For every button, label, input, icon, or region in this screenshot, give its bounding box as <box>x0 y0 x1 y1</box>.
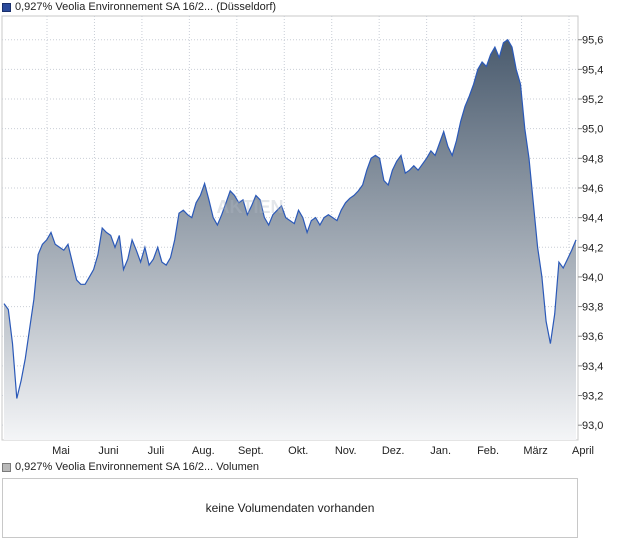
y-tick-label: 94,0 <box>582 272 603 284</box>
x-tick-label: Mai <box>52 445 70 457</box>
price-series-line <box>3 38 577 399</box>
y-tick-label: 93,0 <box>582 420 603 432</box>
y-tick-label: 95,4 <box>582 64 603 76</box>
price-area <box>4 39 576 440</box>
price-legend-label: 0,927% Veolia Environnement SA 16/2... (… <box>15 1 277 13</box>
y-tick-label: 94,6 <box>582 183 603 195</box>
x-tick-label: Okt. <box>288 445 308 457</box>
watermark: AKTIEN <box>217 197 284 217</box>
y-tick-label: 95,2 <box>582 94 603 106</box>
x-tick-label: Dez. <box>382 445 405 457</box>
y-tick-label: 93,4 <box>582 361 603 373</box>
y-tick-label: 94,8 <box>582 153 603 165</box>
price-legend: 0,927% Veolia Environnement SA 16/2... (… <box>2 0 276 14</box>
x-tick-label: Sept. <box>238 445 264 457</box>
x-tick-label: Juli <box>148 445 165 457</box>
x-tick-label: Aug. <box>192 445 215 457</box>
y-tick-label: 95,6 <box>582 35 603 47</box>
x-tick-label: Juni <box>98 445 118 457</box>
y-axis: 93,0 93,2 93,4 93,6 93,8 94,0 94,2 94,4 94,6 94,8… <box>578 35 603 432</box>
x-tick-label: April <box>572 445 594 457</box>
x-tick-label: Jan. <box>430 445 451 457</box>
y-tick-label: 93,2 <box>582 391 603 403</box>
y-tick-label: 93,6 <box>582 331 603 343</box>
x-tick-label: Nov. <box>335 445 357 457</box>
price-legend-swatch <box>2 2 11 12</box>
x-axis: Mai Juni Juli Aug. Sept. Okt. Nov. Dez. Jan. Feb.… <box>52 445 594 457</box>
y-tick-label: 94,4 <box>582 213 603 225</box>
volume-legend: 0,927% Veolia Environnement SA 16/2... V… <box>2 460 259 474</box>
volume-legend-label: 0,927% Veolia Environnement SA 16/2... V… <box>15 461 259 473</box>
y-tick-label: 94,2 <box>582 242 603 254</box>
y-tick-label: 95,0 <box>582 124 603 136</box>
price-chart: AKTIEN 93,093,293,493,693,894,094,294,49… <box>1 15 603 457</box>
x-tick-label: März <box>523 445 547 457</box>
volume-panel: keine Volumendaten vorhanden <box>2 478 578 538</box>
x-tick-label: Feb. <box>477 445 499 457</box>
volume-legend-swatch <box>2 462 11 472</box>
y-tick-label: 93,8 <box>582 302 603 314</box>
volume-empty-message: keine Volumendaten vorhanden <box>205 501 375 515</box>
